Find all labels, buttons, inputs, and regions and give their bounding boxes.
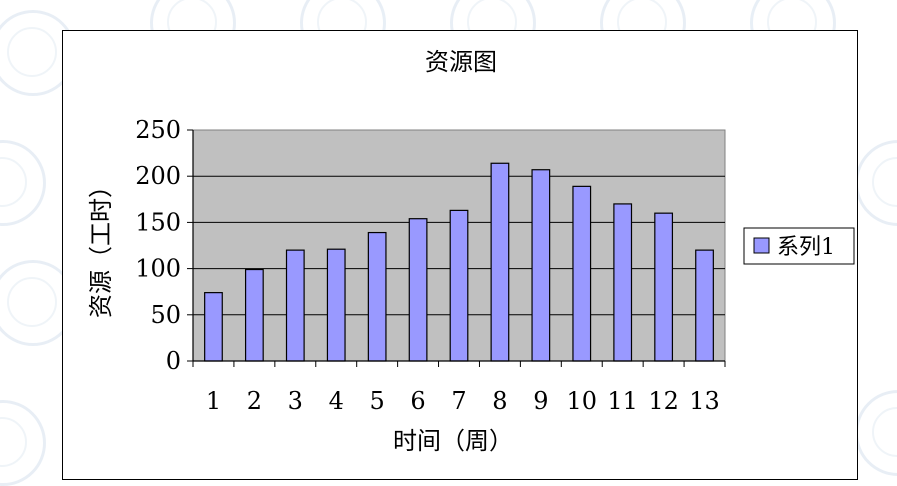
chart-frame: 资源图 0 50 100 150 200 250 1 2 3 4 5 6 7 8 9 10 11 12 13 资源… <box>62 30 858 480</box>
x-tick-label: 3 <box>288 387 303 415</box>
watermark-seal <box>0 400 46 486</box>
x-tick-label: 8 <box>492 387 507 415</box>
x-axis-ticks: 1 2 3 4 5 6 7 8 9 10 11 12 13 <box>192 361 726 415</box>
x-tick-label: 2 <box>247 387 262 415</box>
y-tick-label: 200 <box>135 162 181 190</box>
bar-week-7 <box>449 209 469 362</box>
chart-title: 资源图 <box>425 48 497 76</box>
x-tick-label: 13 <box>689 387 720 415</box>
x-tick-label: 12 <box>648 387 679 415</box>
bar-week-11 <box>613 203 633 362</box>
watermark-seal <box>855 390 897 476</box>
y-tick-label: 100 <box>135 255 181 283</box>
bar-week-1 <box>204 292 223 362</box>
watermark-seal <box>855 140 897 226</box>
bar-week-6 <box>408 218 428 362</box>
bar-week-10 <box>572 185 592 362</box>
y-tick-label: 250 <box>135 116 181 144</box>
x-axis-label: 时间（周） <box>393 427 513 455</box>
bar-week-4 <box>326 248 346 362</box>
x-tick-label: 7 <box>451 387 466 415</box>
x-tick-label: 10 <box>566 387 597 415</box>
x-tick-label: 5 <box>370 387 385 415</box>
bar-week-5 <box>367 231 387 362</box>
y-tick-label: 150 <box>135 208 181 236</box>
bar-week-8 <box>490 162 510 362</box>
bars <box>204 162 714 362</box>
bar-week-3 <box>285 249 305 362</box>
y-axis-label: 资源（工时） <box>87 174 115 318</box>
y-tick-label: 50 <box>150 301 181 329</box>
x-tick-label: 9 <box>533 387 548 415</box>
bar-week-13 <box>695 249 714 362</box>
y-tick-label: 0 <box>166 347 181 375</box>
x-tick-label: 1 <box>206 387 221 415</box>
legend-swatch <box>753 237 770 254</box>
y-axis-ticks: 0 50 100 150 200 250 <box>135 116 193 375</box>
x-tick-label: 4 <box>329 387 344 415</box>
x-tick-label: 6 <box>410 387 425 415</box>
x-tick-label: 11 <box>607 387 638 415</box>
legend: 系列1 <box>743 227 855 265</box>
legend-label-series-1: 系列1 <box>777 235 835 260</box>
watermark-seal <box>0 140 46 226</box>
bar-week-2 <box>244 268 264 362</box>
bar-week-12 <box>654 212 674 362</box>
bar-week-9 <box>531 169 551 362</box>
